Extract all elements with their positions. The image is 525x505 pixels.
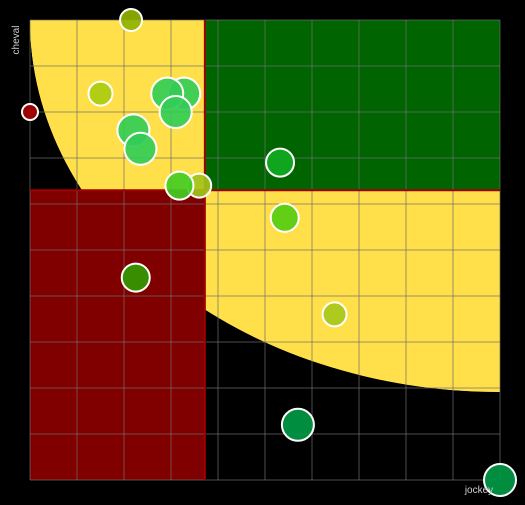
data-point-13 bbox=[120, 262, 151, 293]
data-point-3 bbox=[21, 103, 39, 121]
bottom-left-zone-front bbox=[30, 190, 205, 480]
data-point-8 bbox=[123, 131, 158, 166]
data-point-6 bbox=[158, 95, 193, 129]
x-axis-label: jockey bbox=[464, 485, 493, 496]
top-right-zone-front bbox=[204, 20, 500, 191]
chart-grid bbox=[29, 19, 501, 481]
data-point-1 bbox=[119, 8, 144, 32]
data-point-14 bbox=[321, 301, 348, 328]
data-point-16 bbox=[483, 463, 517, 497]
data-point-10 bbox=[164, 170, 195, 201]
data-points bbox=[21, 8, 517, 497]
data-point-12 bbox=[269, 202, 300, 233]
y-axis-label: cheval bbox=[11, 26, 22, 55]
data-point-15 bbox=[280, 407, 315, 442]
data-point-11 bbox=[265, 147, 296, 178]
quadrant-dividers bbox=[30, 20, 500, 480]
data-point-2 bbox=[87, 80, 114, 107]
